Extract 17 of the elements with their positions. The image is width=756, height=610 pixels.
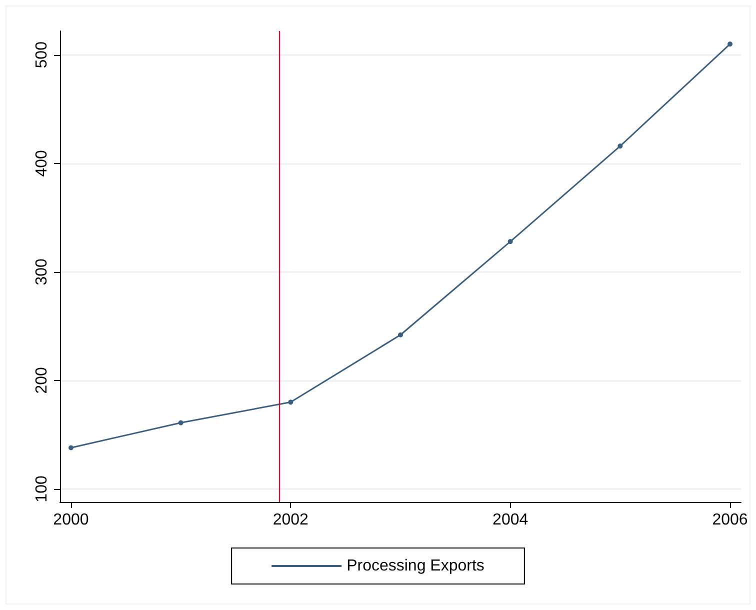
x-tick-label: 2004: [492, 512, 528, 528]
legend-label: Processing Exports: [346, 558, 484, 574]
x-tick-label: 2000: [53, 512, 89, 528]
y-tick-label: 200: [34, 367, 50, 394]
point: [398, 332, 403, 338]
point: [728, 42, 733, 47]
x-tick-label: 2006: [712, 512, 748, 528]
point: [508, 239, 513, 244]
point: [288, 400, 294, 405]
point: [178, 420, 184, 426]
y-tick-label: 300: [34, 258, 50, 286]
point: [68, 445, 74, 450]
y-tick-label: 400: [34, 150, 50, 177]
point: [618, 144, 623, 149]
y-tick-label: 500: [34, 41, 50, 68]
y-tick-label: 100: [34, 476, 50, 502]
x-tick-label: 2002: [272, 512, 309, 528]
